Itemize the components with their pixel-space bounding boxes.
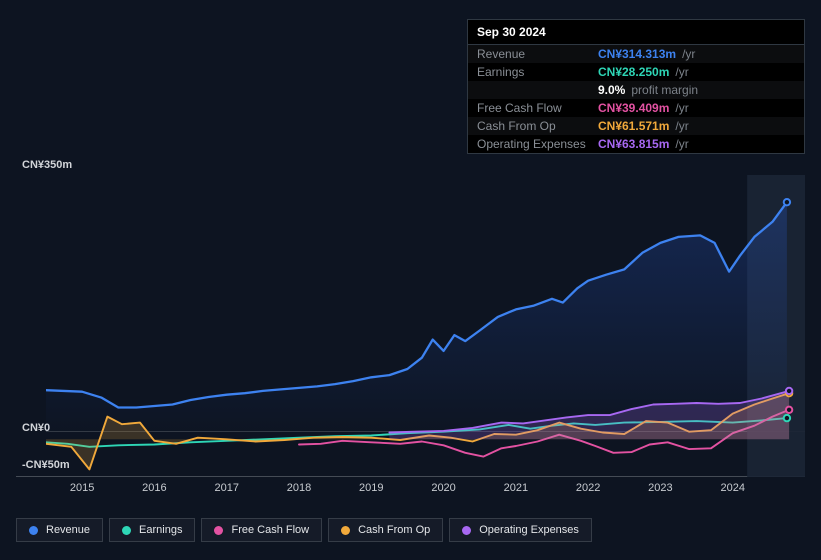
chart-tooltip: Sep 30 2024 RevenueCN¥314.313m/yrEarning… <box>467 19 805 154</box>
legend-item-free-cash-flow[interactable]: Free Cash Flow <box>201 518 322 542</box>
tooltip-row-label: Earnings <box>477 65 592 79</box>
tooltip-row-unit: /yr <box>675 137 688 151</box>
legend-label: Revenue <box>46 524 90 536</box>
tooltip-row: Operating Expenses CN¥63.815m/yr <box>468 135 804 153</box>
chart-plot[interactable] <box>16 175 805 477</box>
chart-legend: Revenue Earnings Free Cash Flow Cash From O… <box>16 518 805 542</box>
tooltip-row: Cash From Op CN¥61.571m/yr <box>468 117 804 135</box>
legend-label: Free Cash Flow <box>231 524 309 536</box>
x-tick: 2019 <box>359 482 383 494</box>
legend-dot <box>214 526 223 535</box>
legend-dot <box>29 526 38 535</box>
x-tick: 2023 <box>648 482 672 494</box>
tooltip-row-unit: /yr <box>675 65 688 79</box>
tooltip-margin-value: 9.0% <box>598 83 625 97</box>
x-tick: 2020 <box>431 482 455 494</box>
legend-label: Cash From Op <box>358 524 430 536</box>
legend-label: Earnings <box>139 524 182 536</box>
tooltip-margin-row: 9.0% profit margin <box>468 81 804 99</box>
tooltip-row-unit: /yr <box>675 119 688 133</box>
tooltip-row-value: CN¥39.409m <box>598 101 669 115</box>
tooltip-row: Revenue CN¥314.313m/yr <box>468 45 804 63</box>
x-tick: 2022 <box>576 482 600 494</box>
legend-item-cash-from-op[interactable]: Cash From Op <box>328 518 443 542</box>
tooltip-row-unit: /yr <box>682 47 695 61</box>
tooltip-date: Sep 30 2024 <box>468 20 804 45</box>
tooltip-row-label: Operating Expenses <box>477 137 592 151</box>
x-tick: 2017 <box>214 482 238 494</box>
tooltip-row-label: Free Cash Flow <box>477 101 592 115</box>
chart-svg <box>46 175 805 477</box>
y-label-top: CN¥350m <box>22 159 72 171</box>
legend-dot <box>122 526 131 535</box>
legend-dot <box>462 526 471 535</box>
legend-item-revenue[interactable]: Revenue <box>16 518 103 542</box>
legend-label: Operating Expenses <box>479 524 579 536</box>
tooltip-row-value: CN¥314.313m <box>598 47 676 61</box>
x-tick: 2021 <box>504 482 528 494</box>
tooltip-row-value: CN¥63.815m <box>598 137 669 151</box>
tooltip-row-unit: /yr <box>675 101 688 115</box>
tooltip-margin-label: profit margin <box>631 83 698 97</box>
legend-item-operating-expenses[interactable]: Operating Expenses <box>449 518 592 542</box>
x-tick: 2024 <box>720 482 744 494</box>
x-tick: 2015 <box>70 482 94 494</box>
tooltip-row-label: Revenue <box>477 47 592 61</box>
x-axis: 2015 2016 2017 2018 2019 2020 2021 2022 2023 2024 <box>46 482 805 502</box>
legend-dot <box>341 526 350 535</box>
tooltip-row-value: CN¥61.571m <box>598 119 669 133</box>
legend-item-earnings[interactable]: Earnings <box>109 518 195 542</box>
tooltip-row: Free Cash Flow CN¥39.409m/yr <box>468 99 804 117</box>
x-tick: 2018 <box>287 482 311 494</box>
tooltip-row: Earnings CN¥28.250m/yr <box>468 63 804 81</box>
tooltip-row-label: Cash From Op <box>477 119 592 133</box>
tooltip-row-value: CN¥28.250m <box>598 65 669 79</box>
x-tick: 2016 <box>142 482 166 494</box>
